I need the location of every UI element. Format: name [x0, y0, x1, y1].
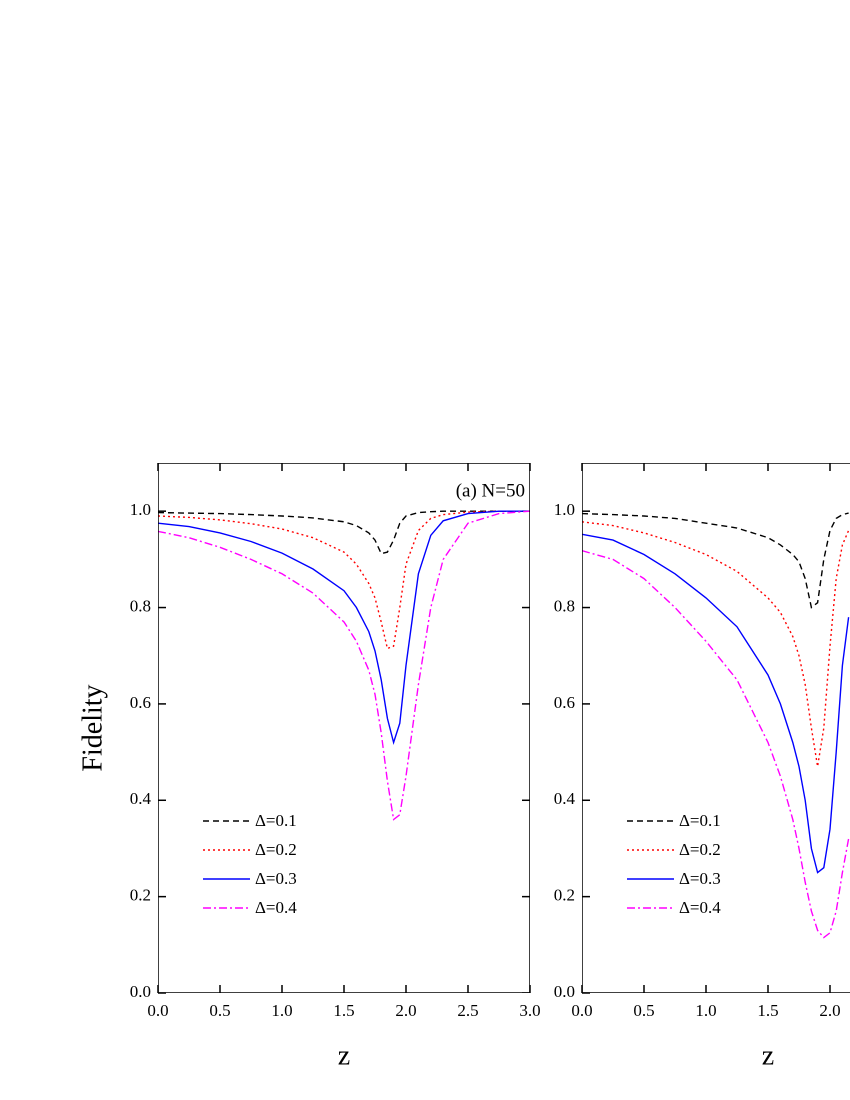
y-tick-label: 0.2 [130, 886, 151, 905]
line-series [158, 510, 530, 821]
line-series [158, 510, 530, 650]
legend-label: Δ=0.1 [679, 811, 721, 830]
x-tick-label: 0.0 [147, 1001, 168, 1020]
x-tick-label: 0.5 [633, 1001, 654, 1020]
y-tick-label: 0.0 [554, 982, 575, 1001]
line-series [582, 533, 850, 874]
x-tick-label: 1.5 [757, 1001, 778, 1020]
x-axis-label: z [762, 1040, 774, 1071]
y-tick-label: 1.0 [130, 500, 151, 519]
x-tick-label: 1.0 [271, 1001, 292, 1020]
x-tick-label: 2.0 [819, 1001, 840, 1020]
y-tick-label: 0.4 [130, 789, 152, 808]
y-tick-label: 1.0 [554, 500, 575, 519]
legend-label: Δ=0.4 [255, 898, 297, 917]
x-axis-label: z [338, 1040, 350, 1071]
legend-label: Δ=0.3 [255, 869, 297, 888]
y-tick-label: 0.6 [130, 693, 151, 712]
plot-frame [158, 463, 530, 993]
y-tick-label: 0.2 [554, 886, 575, 905]
y-tick-label: 0.0 [130, 982, 151, 1001]
line-series [582, 521, 850, 767]
legend-label: Δ=0.2 [679, 840, 721, 859]
legend-label: Δ=0.3 [679, 869, 721, 888]
legend-label: Δ=0.4 [679, 898, 721, 917]
y-tick-label: 0.8 [554, 596, 575, 615]
legend-label: Δ=0.1 [255, 811, 297, 830]
panel: Δ=0.1 Δ=0.2 Δ=0.3 Δ=0.4 [582, 463, 850, 993]
line-series [582, 550, 850, 939]
line-series [158, 510, 530, 555]
line-series [582, 512, 849, 609]
y-tick-label: 0.4 [554, 789, 576, 808]
y-tick-label: 0.8 [130, 596, 151, 615]
x-tick-label: 1.5 [333, 1001, 354, 1020]
x-tick-label: 2.5 [457, 1001, 478, 1020]
x-tick-label: 3.0 [519, 1001, 540, 1020]
legend-label: Δ=0.2 [255, 840, 297, 859]
x-tick-label: 0.0 [571, 1001, 592, 1020]
panel: Δ=0.1 Δ=0.2 Δ=0.3 Δ=0.4 (a) N=50 [158, 463, 530, 993]
x-tick-label: 2.0 [395, 1001, 416, 1020]
x-tick-label: 0.5 [209, 1001, 230, 1020]
line-series [158, 510, 530, 746]
y-axis-label: Fidelity [77, 684, 108, 771]
x-tick-label: 1.0 [695, 1001, 716, 1020]
annotation: (a) N=50 [456, 480, 525, 501]
y-tick-label: 0.6 [554, 693, 575, 712]
